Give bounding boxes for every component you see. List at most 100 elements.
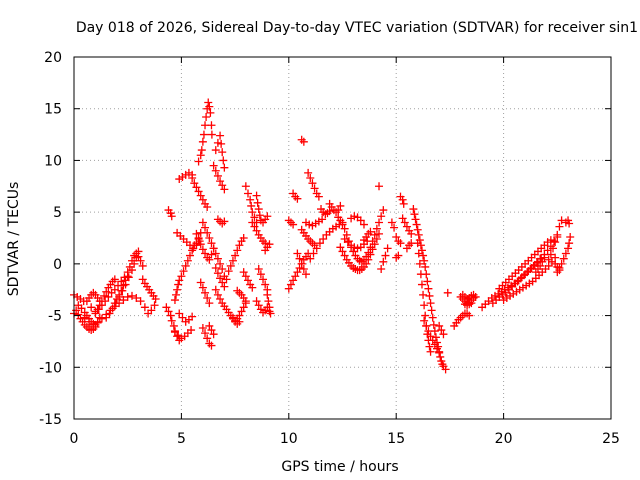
data-point bbox=[130, 251, 139, 260]
data-point bbox=[85, 317, 94, 326]
data-point bbox=[194, 235, 203, 244]
data-point bbox=[87, 303, 96, 312]
data-point bbox=[241, 182, 250, 191]
data-point bbox=[205, 321, 214, 330]
data-point bbox=[566, 232, 575, 241]
data-point bbox=[402, 222, 411, 231]
data-point bbox=[213, 269, 222, 278]
data-point bbox=[413, 239, 422, 248]
data-point bbox=[211, 285, 220, 294]
data-point bbox=[167, 212, 176, 221]
data-points bbox=[70, 98, 575, 374]
data-point bbox=[421, 311, 430, 320]
data-point bbox=[400, 218, 409, 227]
data-point bbox=[140, 303, 149, 312]
data-point bbox=[207, 130, 216, 139]
data-point bbox=[201, 249, 210, 258]
data-point bbox=[372, 224, 381, 233]
data-point bbox=[205, 255, 214, 264]
data-point bbox=[173, 285, 182, 294]
data-point bbox=[424, 327, 433, 336]
data-point bbox=[207, 121, 216, 130]
data-point bbox=[80, 313, 89, 322]
data-point bbox=[381, 251, 390, 260]
x-tick-label: 20 bbox=[495, 431, 513, 447]
data-point bbox=[392, 253, 401, 262]
data-point bbox=[394, 251, 403, 260]
data-point bbox=[226, 261, 235, 270]
data-point bbox=[196, 278, 205, 287]
data-point bbox=[306, 174, 315, 183]
data-point bbox=[219, 156, 228, 165]
data-point bbox=[375, 229, 384, 238]
data-point bbox=[336, 216, 345, 225]
data-point bbox=[101, 297, 110, 306]
data-point bbox=[178, 313, 187, 322]
data-point bbox=[306, 237, 315, 246]
x-tick-label: 15 bbox=[387, 431, 405, 447]
data-point bbox=[551, 238, 560, 247]
data-point bbox=[538, 257, 547, 266]
data-point bbox=[407, 229, 416, 238]
data-point bbox=[74, 310, 83, 319]
data-point bbox=[100, 291, 109, 300]
data-point bbox=[387, 218, 396, 227]
data-point bbox=[205, 339, 214, 348]
data-point bbox=[89, 288, 98, 297]
data-point bbox=[192, 229, 201, 238]
data-point bbox=[414, 249, 423, 258]
data-point bbox=[293, 194, 302, 203]
data-point bbox=[565, 239, 574, 248]
data-point bbox=[243, 189, 252, 198]
data-point bbox=[194, 157, 203, 166]
data-point bbox=[426, 299, 435, 308]
data-point bbox=[297, 135, 306, 144]
data-point bbox=[308, 179, 317, 188]
data-point bbox=[543, 246, 552, 255]
y-tick-label: -15 bbox=[39, 412, 62, 428]
data-point bbox=[254, 205, 263, 214]
data-point bbox=[398, 214, 407, 223]
data-point bbox=[295, 263, 304, 272]
data-point bbox=[220, 163, 229, 172]
data-point bbox=[349, 263, 358, 272]
data-point bbox=[540, 253, 549, 262]
data-point bbox=[175, 309, 184, 318]
data-point bbox=[172, 290, 181, 299]
data-point bbox=[428, 313, 437, 322]
data-point bbox=[188, 174, 197, 183]
data-point bbox=[261, 280, 270, 289]
data-point bbox=[467, 299, 476, 308]
data-point bbox=[293, 268, 302, 277]
data-point bbox=[306, 254, 315, 263]
data-point bbox=[340, 251, 349, 260]
data-point bbox=[204, 98, 213, 107]
data-point bbox=[207, 341, 216, 350]
data-point bbox=[211, 263, 220, 272]
data-point bbox=[220, 185, 229, 194]
data-point bbox=[425, 291, 434, 300]
data-point bbox=[336, 243, 345, 252]
data-point bbox=[394, 237, 403, 246]
data-point bbox=[132, 253, 141, 262]
data-point bbox=[342, 230, 351, 239]
data-point bbox=[435, 321, 444, 330]
data-point bbox=[203, 202, 212, 211]
y-tick-label: 0 bbox=[53, 257, 62, 273]
data-point bbox=[173, 332, 182, 341]
data-point bbox=[284, 216, 293, 225]
data-point bbox=[136, 256, 145, 265]
data-point bbox=[315, 239, 324, 248]
data-point bbox=[147, 306, 156, 315]
data-point bbox=[443, 288, 452, 297]
data-point bbox=[261, 239, 270, 248]
data-point bbox=[198, 245, 207, 254]
data-point bbox=[104, 292, 113, 301]
data-point bbox=[463, 309, 472, 318]
data-point bbox=[170, 296, 179, 305]
y-tick-label: 5 bbox=[53, 205, 62, 221]
data-point bbox=[169, 321, 178, 330]
data-point bbox=[216, 274, 225, 283]
data-point bbox=[102, 313, 111, 322]
data-point bbox=[203, 293, 212, 302]
